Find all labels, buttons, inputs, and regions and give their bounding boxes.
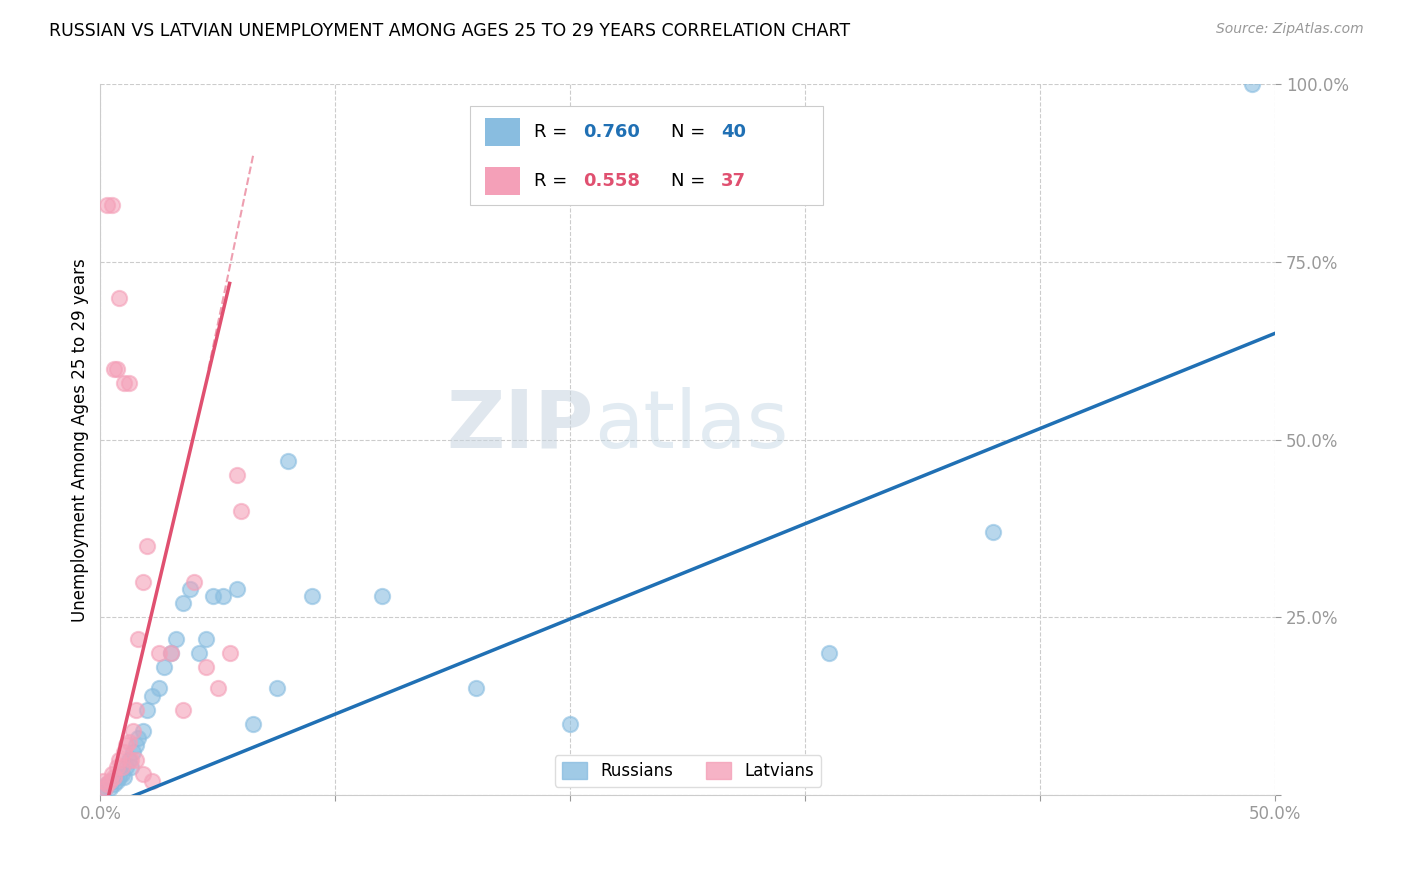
- Point: [105, 361, 128, 376]
- Y-axis label: Unemployment Among Ages 25 to 29 years: Unemployment Among Ages 25 to 29 years: [72, 258, 89, 622]
- Point: [153, 660, 176, 674]
- Point: [117, 735, 139, 749]
- Point: [141, 689, 163, 703]
- Point: [96, 777, 118, 791]
- Point: [108, 770, 131, 784]
- Point: [101, 773, 124, 788]
- Point: [91, 773, 114, 788]
- Point: [124, 703, 146, 717]
- Point: [124, 739, 146, 753]
- Point: [183, 574, 205, 589]
- Point: [207, 681, 229, 696]
- Point: [218, 646, 240, 660]
- Point: [103, 770, 125, 784]
- Point: [242, 717, 264, 731]
- Point: [1240, 78, 1263, 92]
- Point: [110, 766, 132, 780]
- Point: [96, 777, 118, 791]
- Point: [108, 752, 131, 766]
- Point: [122, 724, 145, 739]
- Point: [371, 589, 394, 603]
- Point: [124, 752, 146, 766]
- Point: [115, 759, 138, 773]
- Point: [131, 574, 153, 589]
- Point: [195, 632, 218, 646]
- Point: [94, 780, 117, 795]
- Point: [105, 773, 128, 788]
- Point: [195, 660, 218, 674]
- Point: [127, 632, 149, 646]
- Point: [94, 780, 117, 795]
- Point: [818, 646, 841, 660]
- Text: atlas: atlas: [593, 386, 789, 465]
- Point: [465, 681, 488, 696]
- Point: [136, 703, 159, 717]
- Point: [172, 703, 194, 717]
- Point: [148, 646, 170, 660]
- Point: [98, 773, 121, 788]
- Point: [165, 632, 187, 646]
- Point: [112, 376, 135, 390]
- Point: [91, 784, 114, 798]
- Point: [160, 646, 183, 660]
- Point: [172, 596, 194, 610]
- Point: [96, 198, 118, 212]
- Point: [179, 582, 201, 596]
- Point: [983, 525, 1005, 540]
- Point: [211, 589, 233, 603]
- Point: [112, 770, 135, 784]
- Point: [110, 759, 132, 773]
- Point: [112, 746, 135, 760]
- Point: [141, 773, 163, 788]
- Point: [148, 681, 170, 696]
- Point: [98, 780, 121, 795]
- Point: [122, 746, 145, 760]
- Point: [160, 646, 183, 660]
- Point: [188, 646, 211, 660]
- Text: Source: ZipAtlas.com: Source: ZipAtlas.com: [1216, 22, 1364, 37]
- Point: [136, 539, 159, 553]
- Text: RUSSIAN VS LATVIAN UNEMPLOYMENT AMONG AGES 25 TO 29 YEARS CORRELATION CHART: RUSSIAN VS LATVIAN UNEMPLOYMENT AMONG AG…: [49, 22, 851, 40]
- Point: [101, 198, 124, 212]
- Point: [202, 589, 225, 603]
- Point: [560, 717, 582, 731]
- Point: [117, 376, 139, 390]
- Point: [120, 752, 142, 766]
- Point: [103, 777, 125, 791]
- Point: [115, 739, 138, 753]
- Text: ZIP: ZIP: [447, 386, 593, 465]
- Point: [127, 731, 149, 746]
- Point: [103, 361, 125, 376]
- Point: [117, 752, 139, 766]
- Point: [101, 766, 124, 780]
- Point: [120, 759, 142, 773]
- Point: [225, 582, 247, 596]
- Point: [266, 681, 288, 696]
- Point: [108, 291, 131, 305]
- Point: [131, 724, 153, 739]
- Point: [301, 589, 323, 603]
- Point: [225, 468, 247, 483]
- Point: [231, 504, 253, 518]
- Point: [105, 759, 128, 773]
- Point: [277, 454, 299, 468]
- Point: [131, 766, 153, 780]
